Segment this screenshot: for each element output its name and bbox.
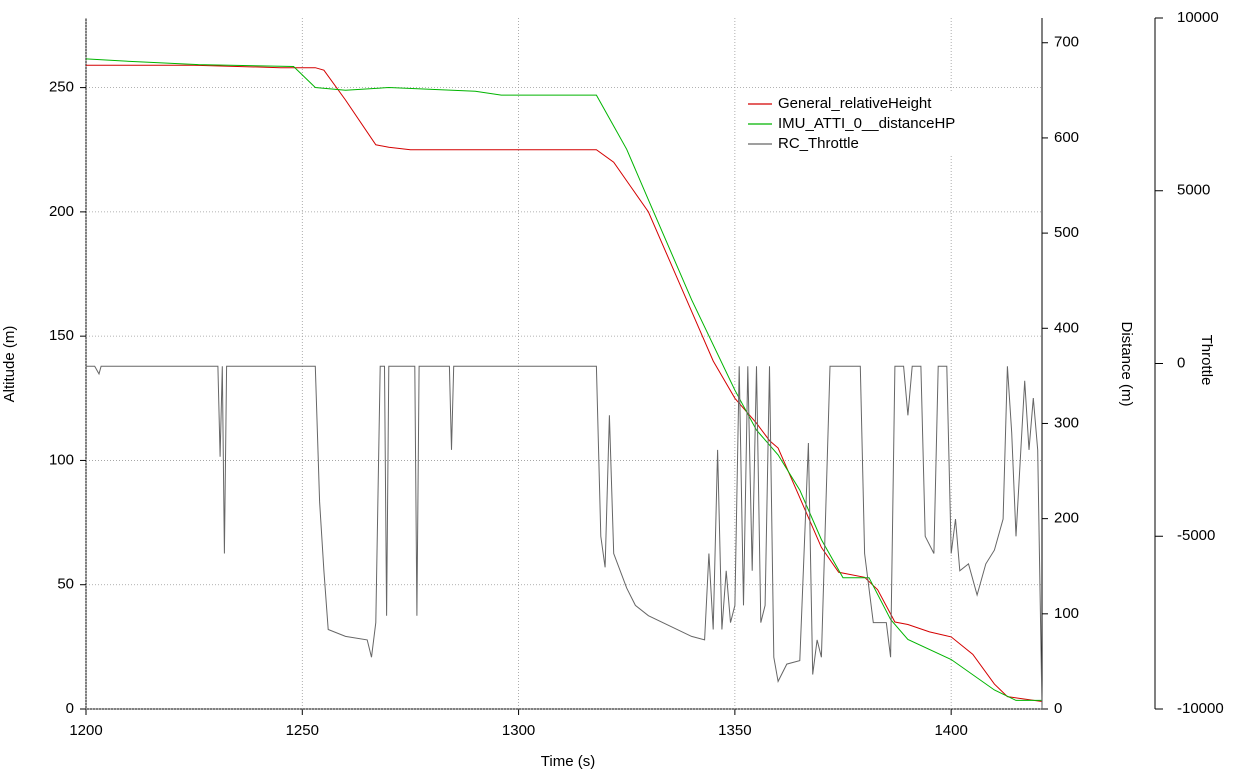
y-tick-label: 0 [66, 700, 74, 717]
y3-tick-label: 10000 [1177, 9, 1219, 26]
y2-tick-label: 600 [1054, 129, 1079, 146]
y-tick-label: 200 [49, 203, 74, 220]
y2-tick-label: 200 [1054, 510, 1079, 527]
x-tick-label: 1250 [286, 722, 319, 739]
y2-tick-label: 700 [1054, 34, 1079, 51]
y-axis-label: Altitude (m) [1, 326, 18, 403]
y3-tick-label: -5000 [1177, 527, 1215, 544]
legend-label: General_relativeHeight [778, 95, 932, 112]
y3-tick-label: 0 [1177, 354, 1185, 371]
series-line [86, 64, 1043, 702]
y3-tick-label: 5000 [1177, 182, 1210, 199]
x-tick-label: 1200 [69, 722, 102, 739]
legend-label: RC_Throttle [778, 135, 859, 152]
y-tick-label: 150 [49, 327, 74, 344]
y-tick-label: 100 [49, 451, 74, 468]
x-tick-label: 1300 [502, 722, 535, 739]
y-tick-label: 50 [57, 576, 74, 593]
series-line [85, 58, 1042, 701]
x-axis-label: Time (s) [541, 753, 595, 770]
y-tick-label: 250 [49, 79, 74, 96]
y2-tick-label: 500 [1054, 224, 1079, 241]
y2-axis-label: Distance (m) [1118, 321, 1135, 406]
y2-tick-label: 300 [1054, 414, 1079, 431]
y2-tick-label: 400 [1054, 319, 1079, 336]
y2-tick-label: 0 [1054, 700, 1062, 717]
x-tick-label: 1350 [718, 722, 751, 739]
legend-label: IMU_ATTI_0__distanceHP [778, 115, 955, 132]
y3-axis-label: Throttle [1198, 335, 1215, 386]
legend-box [744, 92, 1004, 154]
y3-tick-label: -10000 [1177, 700, 1224, 717]
x-tick-label: 1400 [934, 722, 967, 739]
series-line [86, 365, 1043, 710]
y2-tick-label: 100 [1054, 605, 1079, 622]
